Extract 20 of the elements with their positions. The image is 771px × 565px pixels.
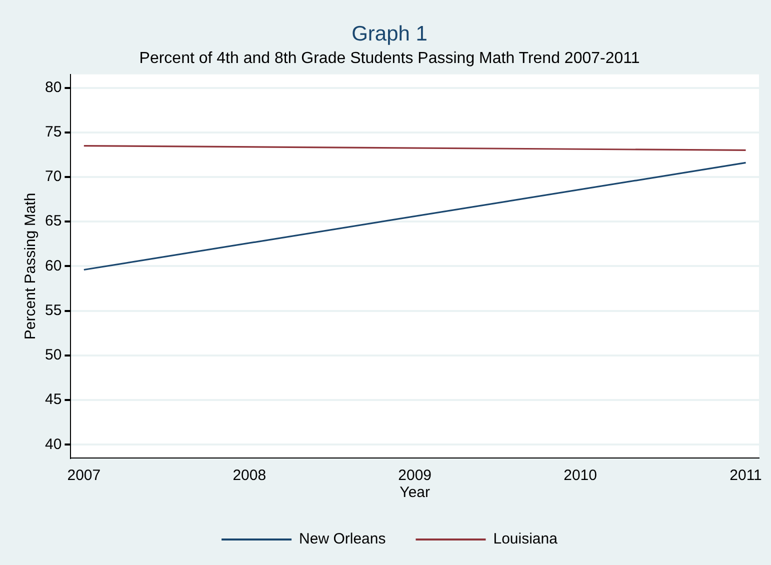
x-tick-label: 2011 [730, 467, 762, 484]
y-tick-label: 50 [44, 346, 62, 364]
x-tick-label: 2008 [232, 467, 266, 484]
y-tick-label: 40 [44, 436, 62, 453]
y-tick-label: 65 [44, 212, 62, 230]
y-tick-label: 45 [44, 391, 62, 408]
y-tick-label: 70 [44, 168, 62, 186]
x-tick-label: 2009 [398, 467, 432, 484]
y-tick-label: 55 [44, 302, 62, 319]
y-tick-label: 80 [44, 78, 62, 96]
y-tick-label: 75 [44, 124, 62, 141]
chart-subtitle: Percent of 4th and 8th Grade Students Passing Math Trend 2007-2011 [139, 50, 640, 68]
x-tick-label: 2007 [67, 467, 101, 484]
x-axis-title: Year [400, 484, 430, 502]
legend-label: New Orleans [299, 530, 386, 548]
x-tick-label: 2010 [564, 467, 597, 484]
y-tick-label: 60 [44, 257, 62, 274]
y-axis-title: Percent Passing Math [22, 192, 40, 340]
chart-title: Graph 1 [352, 22, 428, 46]
legend-label: Louisiana [493, 530, 558, 548]
